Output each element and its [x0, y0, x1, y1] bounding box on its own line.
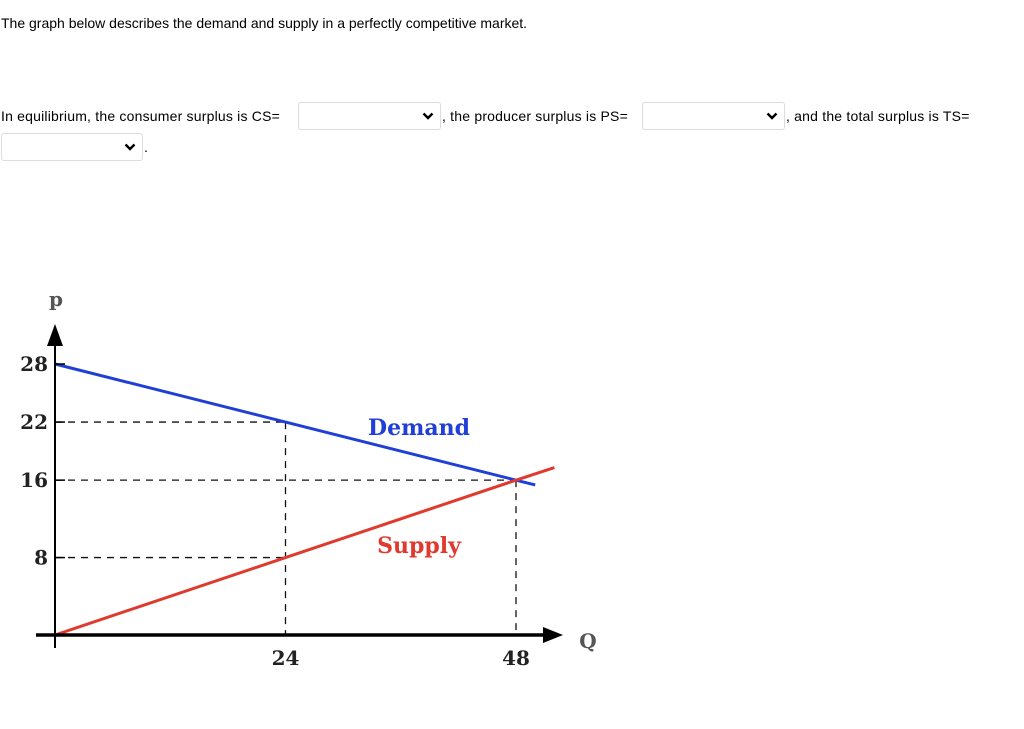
curve-labels: Demand Supply — [368, 415, 470, 559]
axes: pQ — [36, 287, 597, 653]
ts-prompt: , and the total surplus is TS= — [786, 108, 970, 124]
supply-label: Supply — [377, 533, 462, 559]
x-tick-label-48: 48 — [502, 646, 530, 670]
x-tick-label-24: 24 — [272, 646, 300, 670]
tick-labels: 8 16 22 28 24 48 — [20, 352, 530, 670]
y-axis-label: p — [49, 287, 63, 311]
y-tick-label-8: 8 — [34, 546, 48, 570]
y-tick-label-28: 28 — [20, 352, 48, 376]
y-tick-label-16: 16 — [20, 468, 48, 492]
guide-lines — [55, 421, 517, 635]
cs-prompt: In equilibrium, the consumer surplus is … — [1, 108, 280, 124]
chevron-down-icon — [422, 112, 434, 120]
curves — [54, 362, 555, 637]
y-axis-arrow-icon — [47, 324, 63, 346]
x-axis-arrow-icon — [543, 627, 563, 643]
x-axis-label: Q — [579, 629, 596, 653]
question-intro: The graph below describes the demand and… — [1, 15, 528, 31]
demand-curve — [54, 362, 536, 487]
ts-period: . — [144, 139, 149, 155]
chevron-down-icon — [766, 112, 778, 120]
question-line-1: In equilibrium, the consumer surplus is … — [1, 102, 1021, 132]
demand-label: Demand — [368, 415, 470, 441]
y-tick-label-22: 22 — [20, 410, 48, 434]
chevron-down-icon — [124, 143, 136, 151]
ts-dropdown[interactable] — [1, 133, 143, 161]
ps-prompt: , the producer surplus is PS= — [442, 108, 628, 124]
cs-dropdown[interactable] — [298, 102, 441, 130]
supply-curve — [54, 466, 555, 637]
ps-dropdown[interactable] — [642, 102, 785, 130]
